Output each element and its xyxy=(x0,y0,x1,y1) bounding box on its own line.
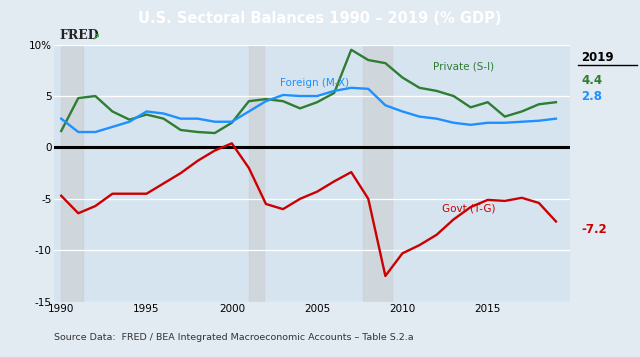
Text: FRED: FRED xyxy=(60,29,99,42)
Bar xyxy=(249,45,264,302)
Text: Foreign (M-X): Foreign (M-X) xyxy=(280,78,349,88)
Bar xyxy=(61,45,83,302)
Bar xyxy=(363,45,392,302)
Text: -7.2: -7.2 xyxy=(581,223,607,236)
Text: Private (S-I): Private (S-I) xyxy=(433,61,494,71)
Text: ↗: ↗ xyxy=(92,32,100,42)
Text: 2.8: 2.8 xyxy=(581,90,602,102)
Text: Source Data:  FRED / BEA Integrated Macroeconomic Accounts – Table S.2.a: Source Data: FRED / BEA Integrated Macro… xyxy=(54,333,414,342)
Text: 4.4: 4.4 xyxy=(581,74,602,87)
Text: 2019: 2019 xyxy=(581,51,614,65)
Text: U.S. Sectoral Balances 1990 – 2019 (% GDP): U.S. Sectoral Balances 1990 – 2019 (% GD… xyxy=(138,11,502,26)
Text: Govt (T-G): Govt (T-G) xyxy=(442,203,495,213)
